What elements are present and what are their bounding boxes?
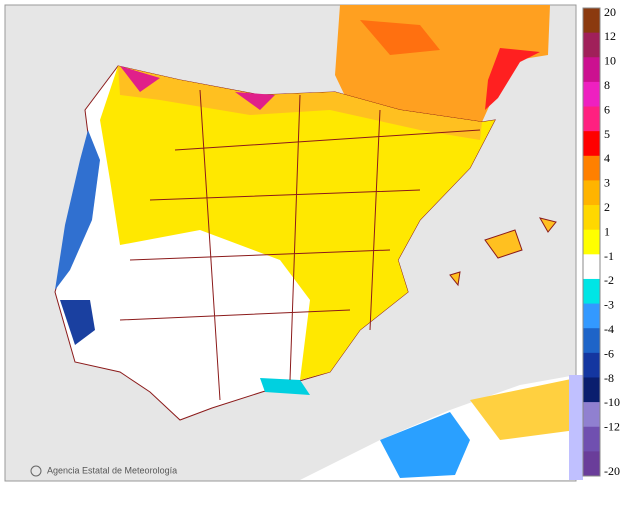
legend-swatch [583,155,600,181]
legend-label: -2 [604,273,614,287]
legend-swatch [583,352,600,378]
legend-swatch [583,426,600,452]
legend-label: 12 [604,29,616,43]
legend-label: 5 [604,127,610,141]
map [54,5,583,480]
balearic-islands [449,217,557,287]
legend-swatch [583,254,600,280]
legend-label: -3 [604,298,614,312]
legend-label: 8 [604,78,610,92]
legend-swatch [583,377,600,403]
legend-label: -8 [604,371,614,385]
warm-area [470,378,576,440]
cold-area [260,378,310,395]
legend-swatch [583,131,600,157]
legend-swatch [583,180,600,206]
legend-swatch [583,451,600,477]
legend-swatch [583,32,600,58]
legend-swatch [583,402,600,428]
legend-swatch [583,106,600,132]
legend-swatch [583,57,600,83]
legend-label: 3 [604,176,610,190]
legend-label: -6 [604,346,614,360]
legend-swatch [583,205,600,231]
province-borders [119,89,481,401]
hot-patch [485,48,540,110]
legend-label: 4 [604,151,610,165]
copyright-icon [30,465,42,477]
legend-label: 10 [604,54,616,68]
credit: Agencia Estatal de Meteorología [47,465,177,475]
legend-frame [582,7,601,477]
cold-area [60,300,95,345]
legend-label: 20 [604,5,616,19]
warm-patch [360,20,440,55]
legend-swatch [583,328,600,354]
cold-area [55,130,100,290]
legend-label: -10 [604,395,620,409]
warm-area [100,66,495,380]
legend-label: -4 [604,322,614,336]
hot-patch [120,66,275,110]
legend-label: 2 [604,200,610,214]
legend-swatch [583,229,600,255]
legend-swatch [583,81,600,108]
legend-label: -1 [604,249,614,263]
cold-area [380,412,470,478]
logo: aemet [512,457,559,474]
legend-swatch [583,8,600,34]
legend-label: 6 [604,102,610,116]
legend-label: -12 [604,420,620,434]
legend-label: -20 [604,464,620,478]
legend: 20 12 10 8 6 5 4 3 2 1 -1 -2 -3 -4 -6 -8 -10 -12 -20 [582,5,620,478]
legend-label: 1 [604,224,610,238]
legend-swatch [583,278,600,305]
legend-swatch [583,303,600,329]
